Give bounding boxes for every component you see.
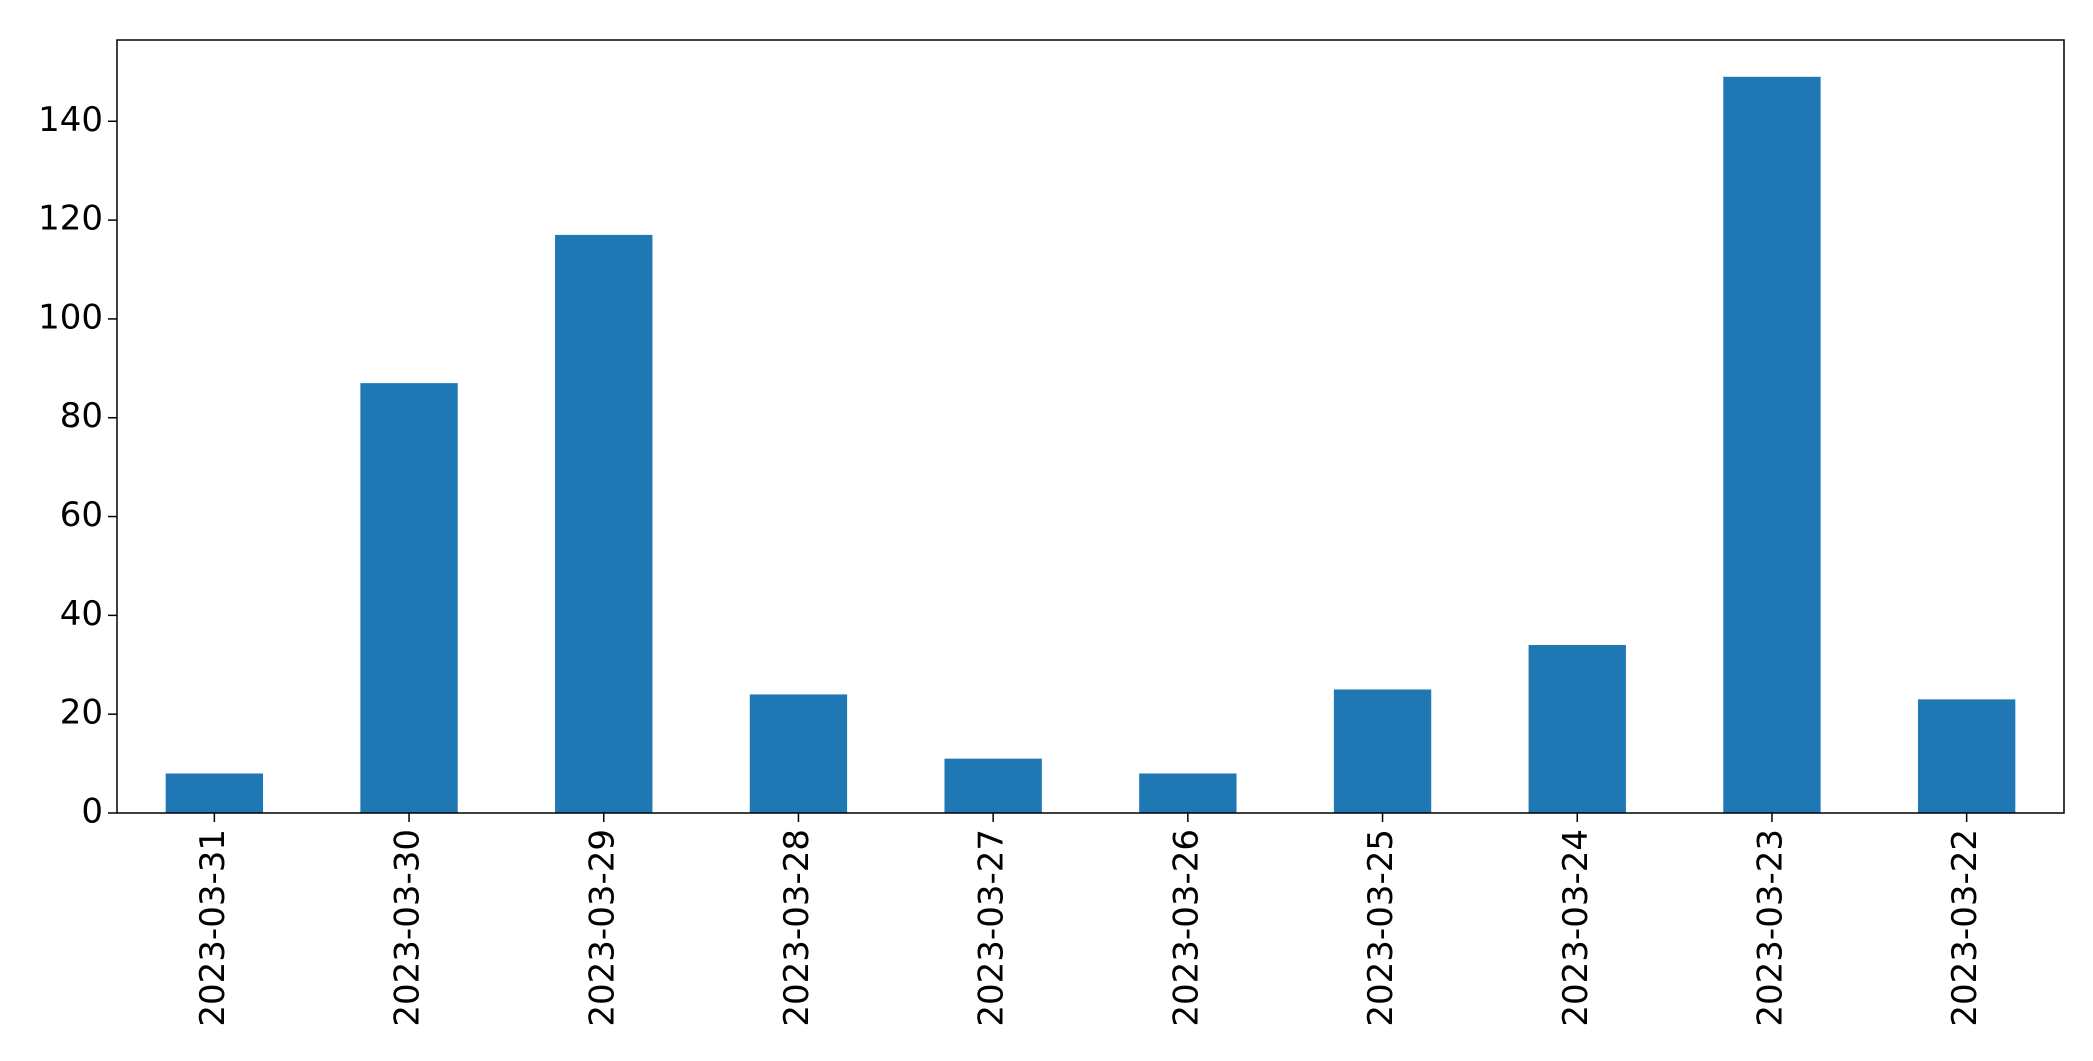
x-tick-label: 2023-03-29 — [582, 829, 622, 1027]
bar — [1723, 76, 1821, 814]
y-tick-label: 140 — [38, 100, 103, 140]
y-tick-label: 40 — [60, 594, 103, 634]
x-tick-label: 2023-03-30 — [388, 829, 428, 1027]
x-tick-label: 2023-03-31 — [193, 829, 233, 1027]
x-tick-label: 2023-03-25 — [1361, 829, 1401, 1027]
x-tick-label: 2023-03-27 — [972, 829, 1012, 1027]
bar — [944, 758, 1042, 813]
y-tick-label: 20 — [60, 693, 103, 733]
bar — [165, 773, 264, 813]
y-tick-label: 100 — [38, 297, 103, 337]
y-tick-label: 120 — [38, 199, 103, 239]
x-tick-label: 2023-03-22 — [1945, 829, 1985, 1027]
bar — [749, 694, 848, 813]
y-tick-label: 60 — [60, 495, 103, 535]
bar — [1917, 699, 2016, 813]
bar — [1528, 645, 1626, 813]
bar — [1333, 689, 1432, 813]
y-tick-label: 0 — [81, 792, 103, 832]
x-tick-label: 2023-03-23 — [1750, 829, 1790, 1027]
bar — [360, 383, 458, 813]
y-tick-label: 80 — [60, 396, 103, 436]
bar — [1139, 773, 1237, 813]
x-tick-label: 2023-03-24 — [1556, 829, 1596, 1027]
x-tick-label: 2023-03-26 — [1166, 829, 1206, 1027]
plot-frame — [116, 39, 2065, 814]
bar — [555, 234, 653, 813]
x-tick-label: 2023-03-28 — [777, 829, 817, 1027]
